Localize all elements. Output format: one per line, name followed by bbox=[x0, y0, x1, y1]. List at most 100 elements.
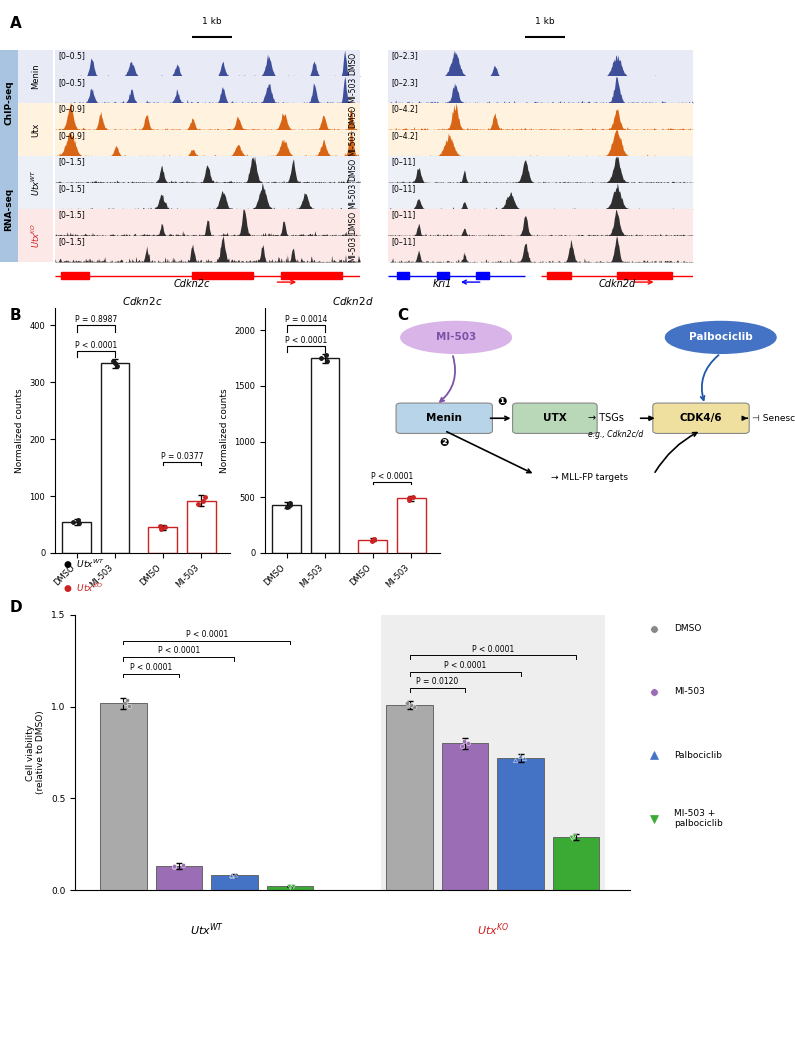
Text: MI-503: MI-503 bbox=[348, 77, 357, 103]
Text: ●  $\it{Utx}$$^{WT}$: ● $\it{Utx}$$^{WT}$ bbox=[63, 558, 105, 572]
Text: D: D bbox=[10, 600, 22, 615]
Text: → MLL-FP targets: → MLL-FP targets bbox=[551, 473, 628, 481]
Text: C: C bbox=[398, 308, 409, 323]
Text: MI-503: MI-503 bbox=[436, 332, 476, 343]
Text: DMSO: DMSO bbox=[348, 104, 357, 128]
Bar bbox=[272, 505, 301, 553]
Bar bbox=[553, 837, 599, 890]
Text: P < 0.0001: P < 0.0001 bbox=[130, 663, 173, 672]
Text: P = 0.8987: P = 0.8987 bbox=[75, 315, 117, 324]
Y-axis label: Normalized counts: Normalized counts bbox=[15, 388, 24, 473]
Bar bbox=[617, 272, 672, 280]
Bar bbox=[386, 705, 433, 890]
Text: MI-503: MI-503 bbox=[348, 183, 357, 209]
Text: P < 0.0001: P < 0.0001 bbox=[158, 647, 200, 655]
Text: P < 0.0001: P < 0.0001 bbox=[444, 661, 487, 670]
Text: ChIP-seq: ChIP-seq bbox=[5, 80, 14, 126]
Text: MI-503: MI-503 bbox=[348, 130, 357, 156]
Title: $\it{Cdkn2d}$: $\it{Cdkn2d}$ bbox=[332, 295, 374, 307]
Bar bbox=[211, 876, 258, 890]
Bar bbox=[381, 615, 605, 890]
Text: P < 0.0001: P < 0.0001 bbox=[285, 335, 327, 345]
Text: ❷: ❷ bbox=[440, 438, 449, 447]
Bar bbox=[397, 498, 425, 553]
Text: A: A bbox=[10, 16, 21, 31]
Text: [0–0.5]: [0–0.5] bbox=[58, 52, 85, 60]
Bar bbox=[187, 500, 215, 553]
Text: [0–4.2]: [0–4.2] bbox=[391, 104, 418, 113]
Text: [0–2.3]: [0–2.3] bbox=[391, 78, 418, 87]
Bar bbox=[476, 272, 489, 280]
Text: P = 0.0014: P = 0.0014 bbox=[285, 314, 327, 324]
Text: [0–4.2]: [0–4.2] bbox=[391, 131, 418, 140]
Text: MI-503: MI-503 bbox=[674, 688, 705, 696]
Ellipse shape bbox=[401, 322, 511, 353]
Text: MI-503 +
palbociclib: MI-503 + palbociclib bbox=[674, 809, 723, 828]
Text: Cdkn2c: Cdkn2c bbox=[174, 279, 211, 289]
FancyBboxPatch shape bbox=[653, 403, 749, 434]
Text: Cdkn2d: Cdkn2d bbox=[598, 279, 635, 289]
FancyBboxPatch shape bbox=[513, 403, 597, 434]
Title: $\it{Cdkn2c}$: $\it{Cdkn2c}$ bbox=[122, 295, 163, 307]
Bar bbox=[436, 272, 449, 280]
Text: Kri1: Kri1 bbox=[433, 279, 452, 289]
Text: [0–0.9]: [0–0.9] bbox=[58, 131, 85, 140]
Text: ❶: ❶ bbox=[497, 398, 506, 407]
Text: e.g., Cdkn2c/d: e.g., Cdkn2c/d bbox=[588, 429, 644, 439]
Text: P < 0.0001: P < 0.0001 bbox=[185, 630, 228, 639]
Text: Utx: Utx bbox=[31, 122, 40, 137]
Bar bbox=[266, 886, 313, 890]
Text: [0–1.5]: [0–1.5] bbox=[58, 236, 85, 246]
Text: [0–1.5]: [0–1.5] bbox=[58, 210, 85, 219]
Bar bbox=[311, 358, 339, 553]
Text: P < 0.0001: P < 0.0001 bbox=[471, 645, 514, 653]
Text: P < 0.0001: P < 0.0001 bbox=[75, 341, 117, 349]
Bar bbox=[398, 272, 409, 280]
Text: ●  $\it{Utx}$$^{KO}$: ● $\it{Utx}$$^{KO}$ bbox=[63, 581, 103, 595]
Bar bbox=[156, 866, 202, 890]
Bar bbox=[547, 272, 571, 280]
Text: P = 0.0377: P = 0.0377 bbox=[161, 453, 204, 461]
Text: $\it{Utx}$$^{KO}$: $\it{Utx}$$^{KO}$ bbox=[477, 921, 509, 938]
Text: Palbociclib: Palbociclib bbox=[689, 332, 753, 343]
Text: $\it{Utx}$$^{WT}$: $\it{Utx}$$^{WT}$ bbox=[190, 921, 223, 938]
Text: DMSO: DMSO bbox=[348, 52, 357, 75]
Text: DMSO: DMSO bbox=[348, 211, 357, 234]
Text: Palbociclib: Palbociclib bbox=[674, 751, 722, 760]
Text: Menin: Menin bbox=[31, 63, 40, 90]
Bar bbox=[62, 521, 91, 553]
Text: CDK4/6: CDK4/6 bbox=[680, 414, 723, 423]
FancyBboxPatch shape bbox=[396, 403, 492, 434]
Ellipse shape bbox=[665, 322, 776, 353]
Y-axis label: Normalized counts: Normalized counts bbox=[219, 388, 229, 473]
Bar bbox=[100, 363, 130, 553]
Text: [0–1.5]: [0–1.5] bbox=[58, 184, 85, 193]
Bar bbox=[100, 703, 147, 890]
Text: [0–2.3]: [0–2.3] bbox=[391, 52, 418, 60]
Text: [0–1.5]: [0–1.5] bbox=[58, 157, 85, 167]
Bar bbox=[442, 744, 488, 890]
Text: Utx$^{KO}$: Utx$^{KO}$ bbox=[29, 224, 41, 248]
Text: UTX: UTX bbox=[543, 414, 567, 423]
Y-axis label: Cell viability
(relative to DMSO): Cell viability (relative to DMSO) bbox=[26, 711, 45, 794]
Text: P < 0.0001: P < 0.0001 bbox=[371, 473, 413, 481]
Text: [0–0.5]: [0–0.5] bbox=[58, 78, 85, 87]
Text: ⊣ Senescence: ⊣ Senescence bbox=[752, 414, 795, 423]
Text: Utx$^{WT}$: Utx$^{WT}$ bbox=[29, 170, 41, 195]
Bar bbox=[61, 272, 88, 280]
Text: 1 kb: 1 kb bbox=[202, 17, 222, 26]
Bar bbox=[359, 540, 387, 553]
Text: RNA-seq: RNA-seq bbox=[5, 188, 14, 231]
Text: [0–0.9]: [0–0.9] bbox=[58, 104, 85, 113]
Text: → TSGs: → TSGs bbox=[588, 414, 624, 423]
Bar bbox=[281, 272, 342, 280]
Text: P = 0.0120: P = 0.0120 bbox=[417, 677, 459, 687]
Text: [0–11]: [0–11] bbox=[391, 236, 415, 246]
Text: Menin: Menin bbox=[426, 414, 462, 423]
Text: [0–11]: [0–11] bbox=[391, 210, 415, 219]
Text: [0–11]: [0–11] bbox=[391, 157, 415, 167]
Bar bbox=[192, 272, 254, 280]
Text: 1 kb: 1 kb bbox=[535, 17, 555, 26]
Text: DMSO: DMSO bbox=[348, 157, 357, 180]
Text: [0–11]: [0–11] bbox=[391, 184, 415, 193]
